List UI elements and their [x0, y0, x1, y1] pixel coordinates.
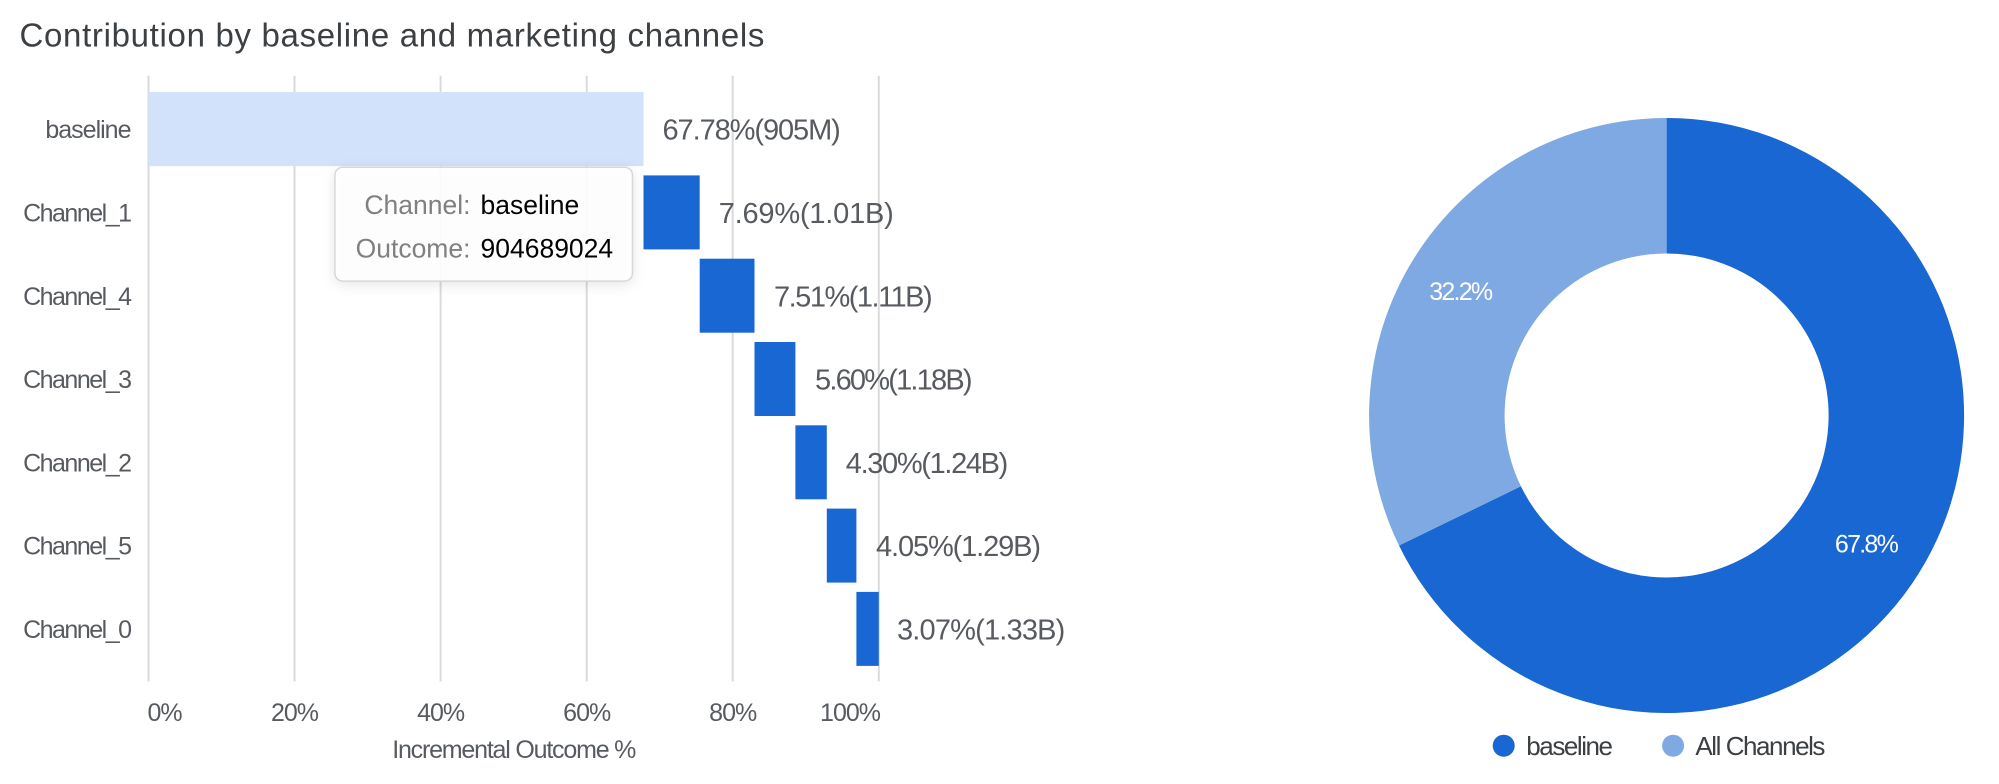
- svg-text:3.07%(1.33B): 3.07%(1.33B): [897, 615, 1065, 647]
- svg-text:Channel_5: Channel_5: [23, 533, 131, 561]
- svg-text:baseline: baseline: [481, 190, 580, 220]
- svg-text:Channel_4: Channel_4: [23, 283, 132, 311]
- svg-text:904689024: 904689024: [481, 234, 614, 264]
- svg-text:4.30%(1.24B): 4.30%(1.24B): [846, 448, 1007, 480]
- svg-text:Channel:: Channel:: [364, 190, 470, 220]
- svg-text:Channel_1: Channel_1: [23, 200, 131, 228]
- svg-text:67.8%: 67.8%: [1835, 530, 1899, 558]
- svg-text:7.51%(1.11B): 7.51%(1.11B): [774, 281, 931, 313]
- svg-text:Channel_3: Channel_3: [23, 366, 131, 394]
- svg-text:40%: 40%: [417, 699, 465, 727]
- svg-text:Incremental Outcome %: Incremental Outcome %: [392, 736, 636, 764]
- svg-text:80%: 80%: [709, 699, 757, 727]
- svg-text:20%: 20%: [271, 699, 319, 727]
- svg-text:baseline: baseline: [45, 116, 130, 144]
- svg-text:baseline: baseline: [1526, 731, 1612, 761]
- svg-text:32.2%: 32.2%: [1429, 278, 1493, 306]
- svg-text:4.05%(1.29B): 4.05%(1.29B): [876, 531, 1040, 563]
- svg-text:5.60%(1.18B): 5.60%(1.18B): [815, 365, 971, 397]
- svg-text:67.78%(905M): 67.78%(905M): [663, 115, 840, 147]
- svg-text:Contribution by baseline and m: Contribution by baseline and marketing c…: [20, 17, 766, 54]
- svg-text:0%: 0%: [148, 699, 183, 727]
- svg-text:Channel_2: Channel_2: [23, 449, 131, 477]
- svg-text:7.69%(1.01B): 7.69%(1.01B): [719, 198, 894, 230]
- svg-text:Channel_0: Channel_0: [23, 616, 131, 644]
- svg-text:All Channels: All Channels: [1695, 731, 1825, 761]
- svg-text:60%: 60%: [563, 699, 611, 727]
- svg-text:100%: 100%: [820, 699, 881, 727]
- svg-text:Outcome:: Outcome:: [356, 234, 471, 264]
